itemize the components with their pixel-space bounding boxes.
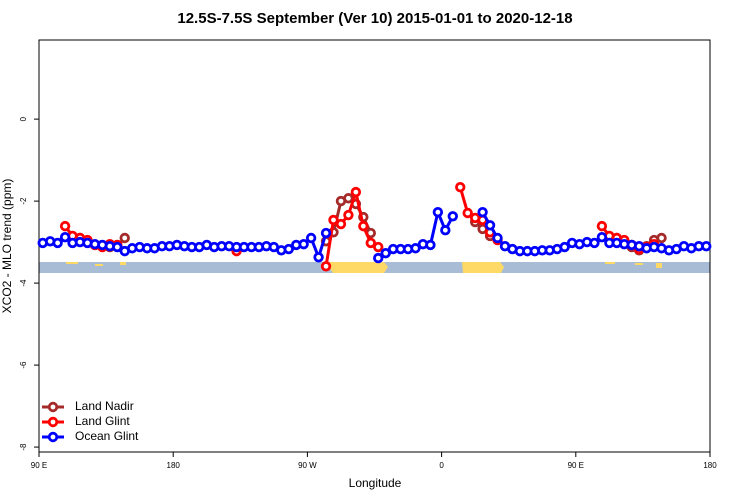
land-speck <box>605 262 615 264</box>
data-point <box>320 227 332 239</box>
x-tick-label: 90 W <box>298 461 317 470</box>
data-point <box>432 206 444 218</box>
legend-label: Land Glint <box>75 414 130 428</box>
x-tick-label: 180 <box>703 461 717 470</box>
data-point <box>477 206 488 218</box>
data-point <box>358 220 369 232</box>
data-point <box>596 220 608 232</box>
data-point <box>59 220 71 232</box>
data-point <box>298 238 309 250</box>
data-point <box>335 218 347 230</box>
land-strip <box>462 262 504 273</box>
data-point <box>328 214 339 226</box>
legend-marker <box>47 431 59 443</box>
data-point <box>343 209 354 221</box>
chart-title: 12.5S-7.5S September (Ver 10) 2015-01-01… <box>177 10 572 27</box>
y-tick-label: -6 <box>19 361 28 369</box>
data-point <box>365 237 376 249</box>
data-point <box>313 252 324 263</box>
data-point <box>596 231 608 243</box>
data-point <box>656 232 667 244</box>
data-point <box>440 225 451 236</box>
data-point <box>112 241 123 253</box>
land-ocean-strip <box>39 262 710 273</box>
x-axis-label: Longitude <box>349 476 402 490</box>
data-point <box>119 232 130 244</box>
y-tick-label: -2 <box>19 197 28 205</box>
land-strip <box>329 262 388 273</box>
data-point <box>462 207 473 219</box>
data-point <box>492 232 503 244</box>
y-axis-label: XCO2 - MLO trend (ppm) <box>0 179 14 314</box>
x-tick-label: 0 <box>439 461 444 470</box>
land-speck <box>656 263 662 268</box>
land-speck <box>66 262 78 264</box>
data-point <box>350 186 362 198</box>
data-point <box>305 232 317 244</box>
data-point <box>343 193 354 204</box>
data-point <box>425 239 436 251</box>
land-speck <box>120 262 126 265</box>
y-tick-label: -4 <box>19 279 28 287</box>
legend-label: Ocean Glint <box>75 429 139 443</box>
legend-marker <box>47 401 59 413</box>
x-tick-label: 90 E <box>31 461 47 470</box>
data-point <box>380 247 391 259</box>
legend-label: Land Nadir <box>75 399 134 413</box>
data-point <box>283 243 294 255</box>
data-point <box>59 231 71 243</box>
data-point <box>484 220 496 231</box>
y-tick-label: 0 <box>19 116 28 121</box>
data-point <box>559 241 570 253</box>
y-tick-label: -8 <box>19 443 28 451</box>
data-point <box>701 241 712 252</box>
land-speck <box>95 264 103 266</box>
x-tick-label: 180 <box>167 461 181 470</box>
data-point <box>373 252 384 264</box>
legend-marker <box>47 416 59 428</box>
data-point <box>410 243 421 254</box>
data-point <box>320 261 332 272</box>
x-tick-label: 90 E <box>568 461 584 470</box>
data-point <box>455 181 466 193</box>
data-point <box>447 211 458 222</box>
data-point <box>52 237 63 249</box>
data-point <box>589 237 600 249</box>
data-point <box>373 241 384 253</box>
land-speck <box>635 263 643 265</box>
